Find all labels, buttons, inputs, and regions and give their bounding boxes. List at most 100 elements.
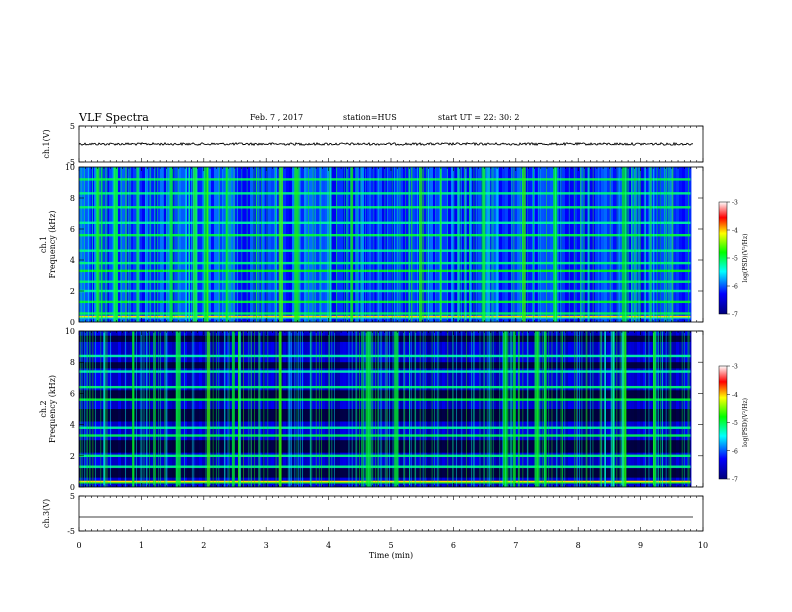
ch2-spectrogram-speckle bbox=[648, 331, 650, 487]
ch2-spectrogram-speckle bbox=[103, 331, 104, 487]
ch1-spectrogram-column bbox=[304, 167, 308, 322]
ch1-spectrogram-speckle bbox=[644, 167, 646, 322]
ch2-spectrogram-speckle bbox=[415, 331, 417, 487]
ch1-spectrogram-speckle bbox=[631, 167, 633, 322]
ch1-spectrogram-speckle bbox=[588, 167, 589, 322]
ch1-spectrogram-burst bbox=[350, 167, 354, 322]
ch1-spectrogram-speckle bbox=[84, 167, 86, 322]
ch2-spectrogram-burst bbox=[366, 331, 371, 487]
ch2-spectrogram-speckle bbox=[361, 331, 363, 487]
ch1-spectrogram-column bbox=[217, 167, 221, 322]
ch1-spectrogram-column bbox=[535, 167, 539, 322]
ch2-spectrogram-speckle bbox=[433, 331, 435, 487]
ch1-spectrogram-speckle bbox=[625, 167, 627, 322]
ch2-spectrogram-speckle bbox=[687, 331, 689, 487]
xaxis-tick-label: 10 bbox=[698, 541, 708, 550]
ch1-spectrogram-speckle bbox=[95, 167, 97, 322]
ch1-spectrogram-speckle bbox=[261, 167, 262, 322]
ch2-spectrogram-speckle bbox=[154, 331, 156, 487]
ch1-spectrogram-speckle bbox=[195, 167, 197, 322]
ch1-spectrogram-speckle bbox=[487, 167, 489, 322]
ch1-spectrogram-speckle bbox=[299, 167, 300, 322]
ch1-spectrogram-column bbox=[448, 167, 452, 322]
ch1-spectrogram-speckle bbox=[87, 167, 89, 322]
ch2-spectrogram-speckle bbox=[153, 331, 155, 487]
ch1-spectrogram bbox=[79, 167, 692, 322]
ch1-spectrogram-column bbox=[154, 167, 158, 322]
start-time-label: start UT = 22: 30: 2 bbox=[438, 113, 520, 122]
ch1-spectrogram-column bbox=[373, 167, 377, 322]
ch1-spectrogram-column bbox=[502, 167, 506, 322]
ch1-spectrogram-speckle bbox=[279, 167, 281, 322]
ch2-spectrogram-speckle bbox=[501, 331, 503, 487]
ch1-spectrogram-speckle bbox=[185, 167, 186, 322]
ch1-spectrogram-colorbar-tick-label: -5 bbox=[732, 256, 738, 263]
ch1-spectrogram-speckle bbox=[255, 167, 257, 322]
ch1-spectrogram-speckle bbox=[207, 167, 208, 322]
ch2-spectrogram-speckle bbox=[486, 331, 488, 487]
ch2-spectrogram-speckle bbox=[562, 331, 563, 487]
ch2-spectrogram-speckle bbox=[334, 331, 335, 487]
ch1-spectrogram-ylabel: ch.1 bbox=[39, 236, 48, 253]
ch1-spectrogram-ytick-label: 0 bbox=[70, 318, 75, 327]
ch1-spectrogram-speckle bbox=[246, 167, 248, 322]
ch2-spectrogram-speckle bbox=[218, 331, 220, 487]
ch1-spectrogram-speckle bbox=[618, 167, 620, 322]
ch1-spectrogram-burst bbox=[278, 167, 283, 322]
ch2-spectrogram-speckle bbox=[141, 331, 143, 487]
ch1-spectrogram-column bbox=[316, 167, 320, 322]
ch2-spectrogram-speckle bbox=[351, 331, 353, 487]
ch1-spectrogram-speckle bbox=[559, 167, 561, 322]
ch1-spectrogram-column bbox=[550, 167, 554, 322]
ch1-spectrogram-speckle bbox=[469, 167, 470, 322]
ch1-spectrogram-column bbox=[391, 167, 395, 322]
ch1-spectrogram-column bbox=[151, 167, 155, 322]
ch1-spectrogram-speckle bbox=[609, 167, 611, 322]
ch1-spectrogram-speckle bbox=[262, 167, 264, 322]
ch1-spectrogram-speckle bbox=[580, 167, 582, 322]
ch2-spectrogram-speckle bbox=[125, 331, 126, 487]
ch1-spectrogram-speckle bbox=[659, 167, 661, 322]
ch3-waveform-frame bbox=[78, 495, 704, 532]
ch2-spectrogram-speckle bbox=[224, 331, 225, 487]
ch1-spectrogram-speckle bbox=[665, 167, 667, 322]
ch2-spectrogram-speckle bbox=[490, 331, 492, 487]
ch2-spectrogram-speckle bbox=[652, 331, 654, 487]
ch1-waveform-ylabel: ch.1(V) bbox=[42, 129, 51, 158]
ch1-spectrogram-speckle bbox=[511, 167, 513, 322]
ch1-spectrogram-speckle bbox=[327, 167, 329, 322]
ch1-spectrogram-column bbox=[589, 167, 593, 322]
ch1-spectrogram-speckle bbox=[312, 167, 314, 322]
ch1-spectrogram-speckle bbox=[533, 167, 534, 322]
ch2-spectrogram-dark-band bbox=[79, 335, 691, 342]
ch2-spectrogram-speckle bbox=[436, 331, 438, 487]
ch1-spectrogram-column bbox=[679, 167, 683, 322]
ch1-spectrogram-colorbar-tick-label: -6 bbox=[732, 284, 738, 291]
ch2-spectrogram-speckle bbox=[378, 331, 379, 487]
ch1-spectrogram-speckle bbox=[343, 167, 345, 322]
ch2-spectrogram-speckle bbox=[688, 331, 690, 487]
ch1-spectrogram-column bbox=[616, 167, 620, 322]
ch1-spectrogram-speckle bbox=[495, 167, 497, 322]
ch2-spectrogram-speckle bbox=[665, 331, 667, 487]
ch2-spectrogram-speckle bbox=[465, 331, 467, 487]
ch1-spectrogram-column bbox=[604, 167, 608, 322]
ch1-waveform-ytick-label: 5 bbox=[70, 122, 75, 131]
ch1-spectrogram-column bbox=[643, 167, 647, 322]
ch1-spectrogram-column bbox=[406, 167, 410, 322]
ch2-spectrogram-burst bbox=[512, 331, 516, 487]
xaxis-tick-label: 7 bbox=[513, 541, 518, 550]
ch2-spectrogram-speckle bbox=[541, 331, 543, 487]
ch1-spectrogram-column bbox=[562, 167, 566, 322]
ch1-spectrogram-speckle bbox=[346, 167, 348, 322]
ch1-spectrogram-speckle bbox=[173, 167, 175, 322]
ch1-spectrogram-column bbox=[544, 167, 548, 322]
ch1-spectrogram-column bbox=[256, 167, 260, 322]
ch2-spectrogram-speckle bbox=[146, 331, 148, 487]
ch1-spectrogram-column bbox=[199, 167, 203, 322]
ch2-spectrogram-speckle bbox=[291, 331, 292, 487]
ch1-spectrogram-speckle bbox=[422, 167, 424, 322]
ch2-spectrogram-speckle bbox=[404, 331, 406, 487]
ch1-spectrogram-column bbox=[403, 167, 407, 322]
ch1-spectrogram-speckle bbox=[537, 167, 539, 322]
